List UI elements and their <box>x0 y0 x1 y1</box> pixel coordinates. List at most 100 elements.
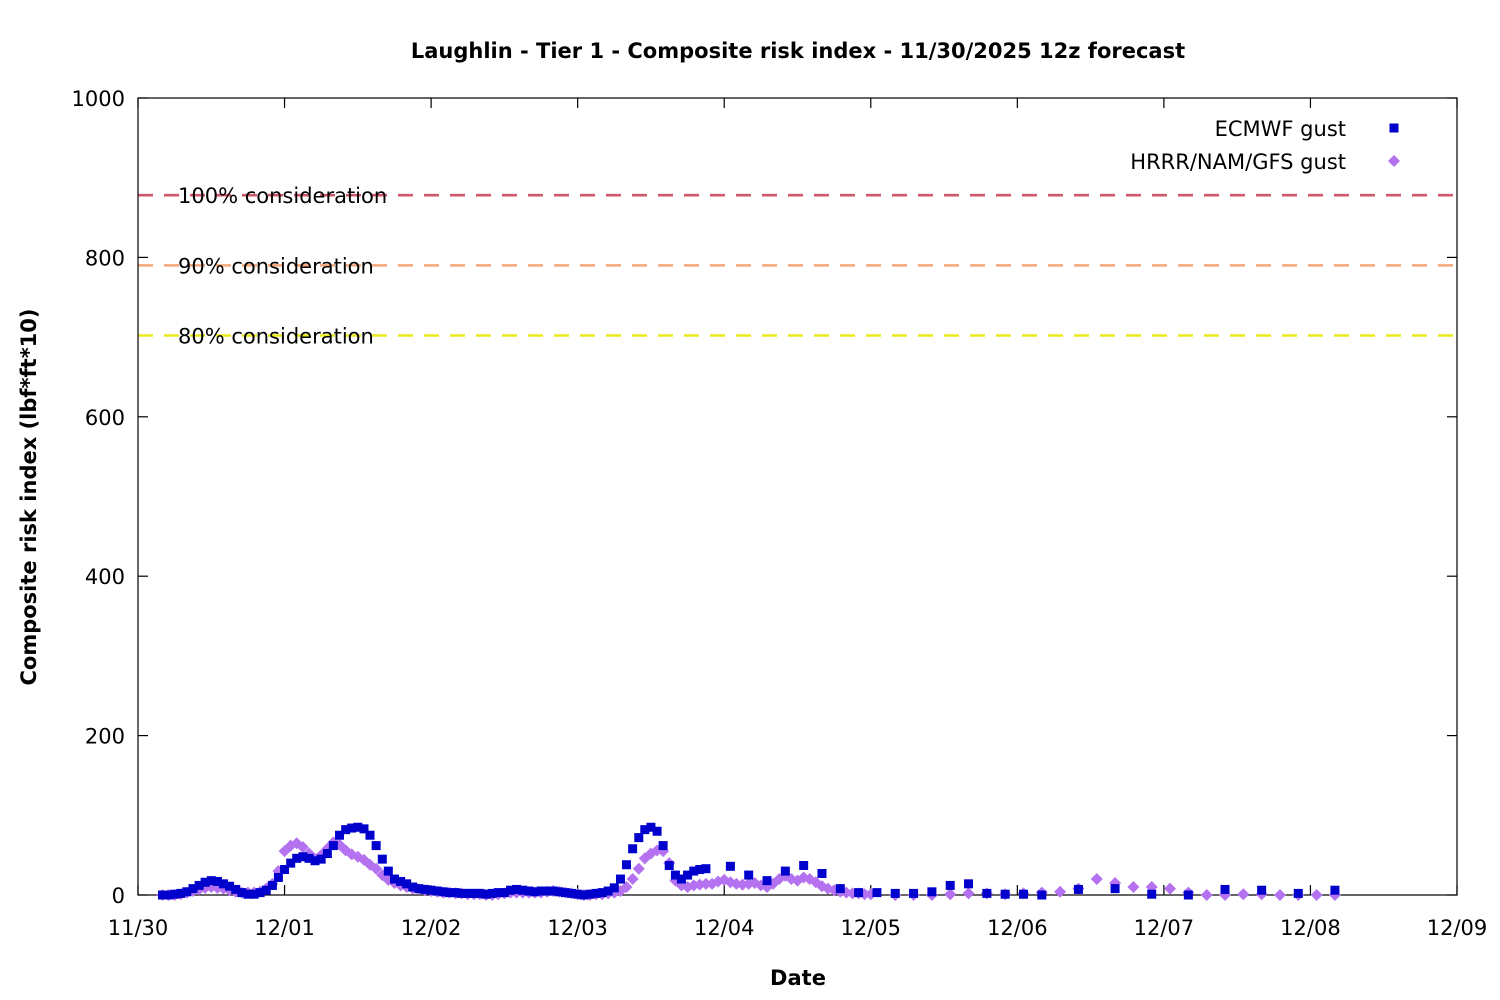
data-point <box>554 887 564 897</box>
data-point <box>481 889 491 899</box>
legend: ECMWF gust HRRR/NAM/GFS gust <box>1130 117 1400 174</box>
y-tick-label: 800 <box>85 246 125 270</box>
x-tick-label: 12/09 <box>1427 916 1488 940</box>
data-point <box>451 888 461 898</box>
legend-marker <box>1388 155 1400 167</box>
data-point <box>310 856 320 866</box>
data-point <box>799 861 809 871</box>
data-point <box>432 886 442 896</box>
threshold-label: 90% consideration <box>178 254 374 278</box>
data-point <box>780 866 790 876</box>
data-point <box>1147 889 1157 899</box>
data-point <box>499 888 509 898</box>
data-point <box>597 888 607 898</box>
data-point <box>182 887 192 897</box>
data-point <box>1000 889 1010 899</box>
data-point <box>1183 890 1193 900</box>
data-point <box>573 889 583 899</box>
data-point <box>371 841 381 851</box>
data-point <box>493 888 503 898</box>
data-point <box>316 854 326 864</box>
data-point <box>438 887 448 897</box>
data-point <box>408 882 418 892</box>
data-point <box>872 888 882 898</box>
x-tick-label: 12/03 <box>547 916 608 940</box>
legend-marker <box>1389 123 1399 133</box>
data-point <box>370 862 383 875</box>
data-point <box>475 888 485 898</box>
data-point <box>652 826 662 836</box>
data-point <box>1257 885 1267 895</box>
threshold-label: 80% consideration <box>178 325 374 349</box>
data-point <box>1220 884 1230 894</box>
data-point <box>591 888 601 898</box>
data-point <box>626 873 639 886</box>
data-point <box>188 884 198 894</box>
data-point <box>640 825 650 835</box>
data-point <box>383 866 393 876</box>
data-point <box>603 886 613 896</box>
data-point <box>1310 889 1323 901</box>
data-point <box>567 888 577 898</box>
data-point <box>402 879 412 889</box>
legend-label: ECMWF gust <box>1215 117 1346 141</box>
data-point <box>170 889 180 899</box>
data-point <box>444 888 454 898</box>
data-point <box>817 868 827 878</box>
chart-title: Laughlin - Tier 1 - Composite risk index… <box>411 39 1185 63</box>
data-point <box>1110 884 1120 894</box>
axis-ticks: 0 200 400 600 800 1000 11/30 12/01 12/02 12/03 12/… <box>72 87 1488 940</box>
data-point <box>286 858 296 868</box>
data-point <box>469 888 479 898</box>
data-point <box>628 844 638 854</box>
x-tick-label: 12/08 <box>1280 916 1341 940</box>
data-point <box>335 830 345 840</box>
legend-label: HRRR/NAM/GFS gust <box>1130 150 1346 174</box>
y-tick-label: 1000 <box>72 87 125 111</box>
data-point <box>762 876 772 886</box>
data-point <box>194 880 204 890</box>
data-point <box>683 870 693 880</box>
data-point <box>909 888 919 898</box>
data-point <box>487 888 497 898</box>
data-point <box>609 883 619 893</box>
data-point <box>646 822 656 832</box>
data-point <box>237 888 247 898</box>
data-point <box>1127 881 1140 894</box>
data-point <box>579 890 589 900</box>
data-point <box>1293 888 1303 898</box>
data-point <box>658 841 668 851</box>
data-point <box>744 870 754 880</box>
x-tick-label: 12/04 <box>694 916 755 940</box>
data-point <box>267 880 277 890</box>
x-tick-label: 11/30 <box>108 916 169 940</box>
data-point <box>414 884 424 894</box>
data-point <box>304 853 314 863</box>
plot-frame <box>137 97 1458 896</box>
data-point <box>542 886 552 896</box>
data-point <box>615 874 625 884</box>
data-point <box>561 888 571 898</box>
x-tick-label: 12/02 <box>401 916 462 940</box>
data-point <box>945 880 955 890</box>
ecmwf-series <box>157 822 1340 900</box>
data-point <box>689 866 699 876</box>
x-axis-title: Date <box>770 966 826 990</box>
data-point <box>530 887 540 897</box>
data-point <box>457 888 467 898</box>
data-point <box>548 886 558 896</box>
data-point <box>292 853 302 863</box>
y-tick-label: 400 <box>85 565 125 589</box>
data-point <box>420 884 430 894</box>
data-point <box>176 888 186 898</box>
data-point <box>695 864 705 874</box>
data-point <box>341 825 351 835</box>
data-point <box>298 852 308 862</box>
data-point <box>1054 885 1067 898</box>
data-point <box>396 876 406 886</box>
data-point <box>506 885 516 895</box>
data-point <box>944 888 957 901</box>
x-tick-label: 12/01 <box>254 916 315 940</box>
data-point <box>835 884 845 894</box>
